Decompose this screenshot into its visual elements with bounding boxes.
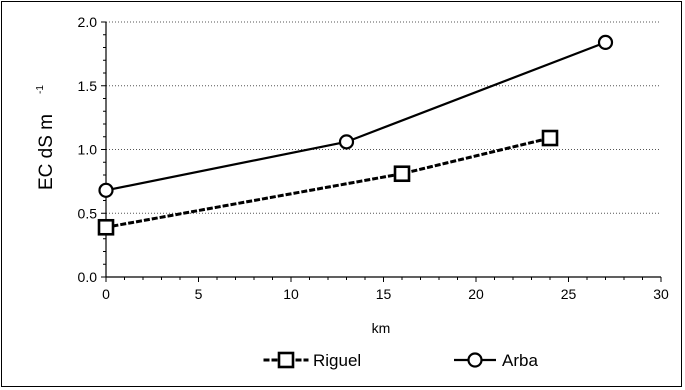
y-axis-label-text: EC dS m (36, 114, 57, 190)
x-axis-label: km (372, 320, 391, 336)
series-line-arba (105, 41, 606, 192)
data-point-riguel-0 (97, 218, 115, 236)
y-axis-label-superscript: -1 (35, 85, 46, 94)
y-tick-label: 0.0 (78, 269, 98, 285)
y-axis-label: EC dS m -1 (35, 85, 57, 190)
y-tick-label: 0.5 (78, 205, 98, 221)
legend-marker-riguel (277, 351, 295, 369)
data-point-arba-2 (597, 34, 614, 51)
gridlines (106, 21, 661, 214)
data-point-riguel-2 (541, 129, 559, 147)
series-line-riguel (104, 136, 552, 230)
y-tick-label: 2.0 (78, 14, 98, 30)
x-tick-label: 15 (376, 286, 392, 302)
data-point-riguel-1 (393, 165, 411, 183)
data-point-arba-1 (338, 134, 355, 150)
y-tick-label: 1.5 (78, 78, 98, 94)
axes (101, 21, 662, 282)
x-tick-label: 0 (102, 286, 110, 302)
x-tick-label: 10 (283, 286, 299, 302)
legend-label-arba: Arba (502, 351, 538, 370)
x-tick-label: 20 (468, 286, 484, 302)
data-point-arba-0 (98, 182, 114, 198)
data-series (97, 34, 614, 236)
y-tick-label: 1.0 (78, 142, 98, 158)
x-tick-label: 25 (561, 286, 577, 302)
x-tick-label: 5 (195, 286, 203, 302)
tick-labels: 0.0 0.5 1.0 1.5 2.0 0 5 10 15 20 25 30 (78, 14, 669, 302)
legend: Riguel Arba (263, 351, 538, 370)
legend-marker-arba (467, 352, 483, 368)
legend-label-riguel: Riguel (313, 351, 361, 370)
x-tick-label: 30 (653, 286, 669, 302)
